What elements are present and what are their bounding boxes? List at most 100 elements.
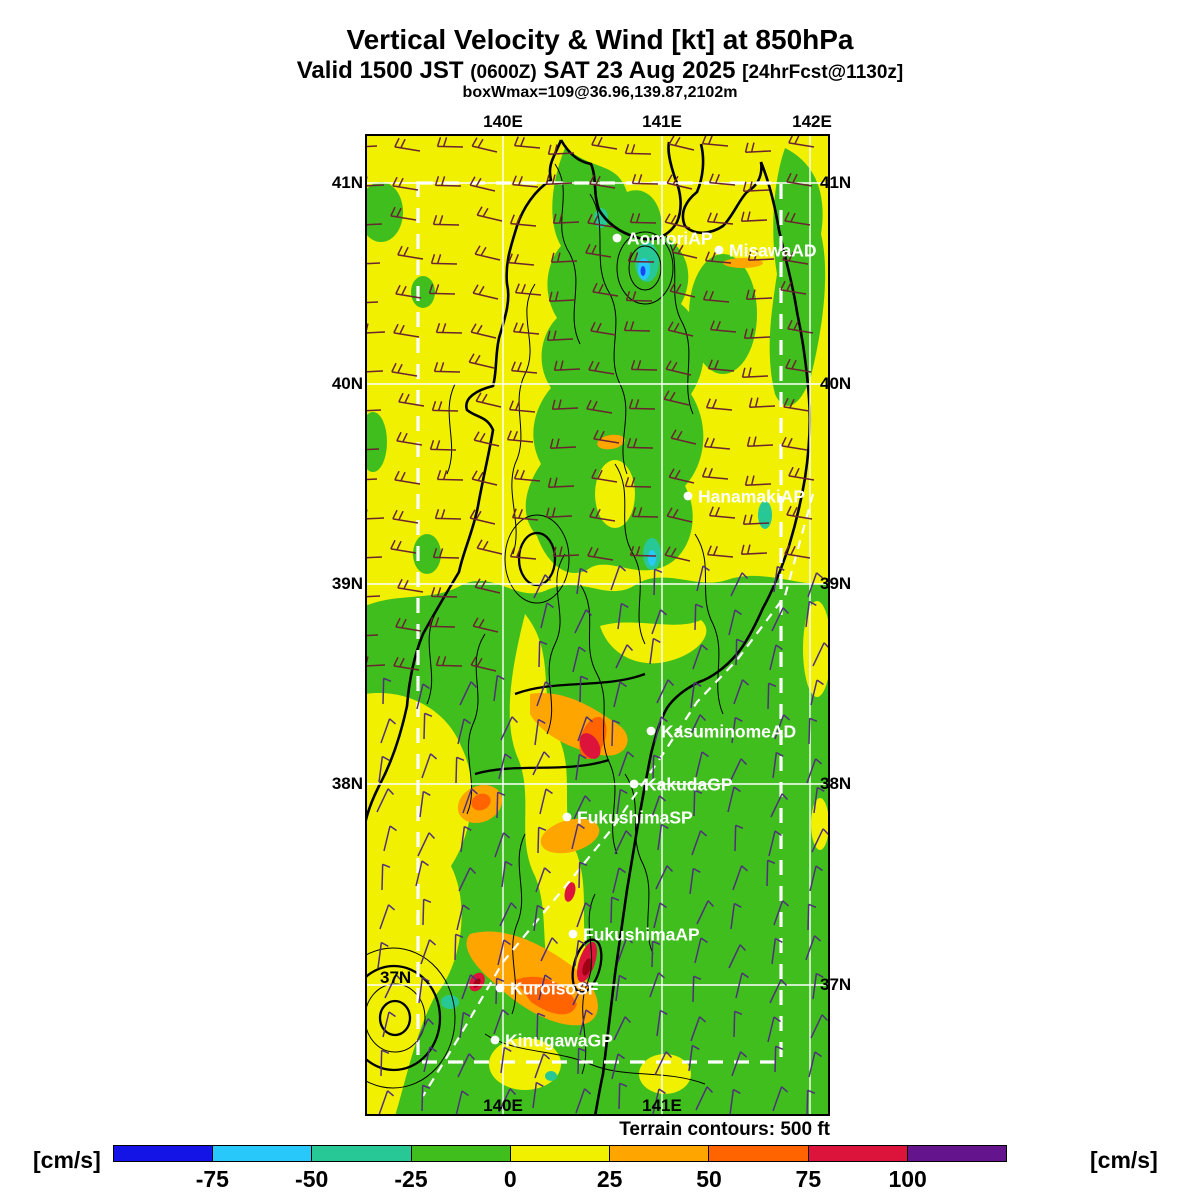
station-dot (495, 983, 505, 993)
wind-barb (618, 751, 635, 777)
wind-barb (576, 567, 588, 595)
lat-label-right: 37N (820, 975, 852, 994)
wind-barb (577, 1047, 587, 1075)
wind-barb (729, 1088, 741, 1116)
wind-barb (666, 174, 693, 190)
wind-barb (786, 172, 813, 187)
wind-barb (806, 1089, 816, 1116)
lon-label-bottom: 141E (642, 1096, 682, 1115)
wind-barb (533, 574, 552, 599)
wind-barb (735, 638, 745, 666)
wind-barb (784, 544, 811, 559)
wind-barb (773, 565, 785, 593)
colorbar-tick-label: -50 (295, 1166, 329, 1192)
wind-barb (533, 904, 545, 932)
wind-barb (461, 974, 478, 1000)
wind-barb (534, 718, 546, 746)
wind-barb (493, 1009, 510, 1035)
wind-barb (696, 565, 710, 592)
lat-label-left: 40N (331, 374, 363, 393)
wind-barb (731, 716, 743, 744)
terrain-contours-note: Terrain contours: 500 ft (619, 1119, 830, 1140)
wind-barb (629, 213, 657, 224)
forecast-note: [24hrFcst@1130z] (742, 62, 904, 83)
wind-barb (707, 359, 735, 372)
wind-barb (423, 1046, 437, 1073)
wind-barb (663, 390, 690, 406)
wind-barb (768, 830, 782, 857)
wind-barb (393, 323, 420, 338)
wind-barb (808, 717, 818, 745)
coastline (365, 139, 812, 1116)
wind-barb (458, 867, 477, 892)
wind-barb (809, 865, 823, 892)
wind-barb (769, 979, 788, 1004)
station-label: FukushimaAP (583, 925, 700, 945)
wind-barb (378, 755, 390, 783)
wind-barb (591, 135, 618, 150)
wind-barb (549, 438, 577, 449)
wind-barb (591, 468, 618, 483)
wind-barb (691, 830, 708, 856)
wind-barb (382, 1011, 396, 1038)
wind-barb (787, 319, 814, 334)
wind-barb (532, 1081, 544, 1109)
lat-label-right: 39N (820, 574, 852, 593)
wind-barb (578, 861, 588, 889)
wind-barb (513, 136, 541, 149)
wind-barb (572, 646, 586, 673)
wind-barb (508, 400, 536, 413)
wind-barb (703, 437, 731, 450)
wind-barb (705, 398, 733, 411)
colorbar-segment (213, 1146, 313, 1161)
wind-barb (588, 360, 615, 375)
colorbar-tick-label: 75 (795, 1166, 822, 1192)
wind-barb (740, 211, 768, 222)
wind-barb (395, 617, 422, 632)
wmax-note: boxWmax=109@36.96,139.87,2102m (462, 84, 738, 101)
wind-barb (693, 789, 703, 817)
wind-barb (509, 547, 537, 560)
wind-barb (708, 173, 736, 186)
wind-barb (510, 361, 538, 374)
wind-barb (780, 280, 807, 295)
wind-barb (709, 320, 737, 333)
wind-barb (772, 1086, 789, 1112)
wind-barb (742, 181, 770, 192)
wind-barb (727, 786, 741, 813)
valid-date: SAT 23 Aug 2025 (536, 57, 743, 84)
wind-barb (653, 568, 663, 596)
wind-barb (547, 477, 575, 488)
wind-barb (423, 712, 433, 740)
station-label: KakudaGP (644, 775, 733, 795)
wind-barb (365, 215, 383, 226)
wind-barb (397, 245, 424, 260)
wind-barb (435, 656, 463, 667)
wind-barb (690, 681, 702, 709)
wind-barb (747, 250, 775, 261)
wind-barb (615, 974, 627, 1002)
station-dot (490, 1035, 500, 1045)
wind-barb (436, 470, 464, 481)
wind-barb (689, 867, 701, 895)
wind-barb (494, 832, 511, 858)
station-label: AomoriAP (627, 229, 713, 249)
wind-barb (743, 328, 771, 339)
station-dot (683, 491, 693, 501)
wind-barb (767, 682, 777, 710)
wind-barb (396, 431, 423, 446)
wind-barb (415, 860, 429, 887)
wind-barb (391, 362, 418, 377)
wind-barb (593, 429, 620, 444)
wind-barb (688, 714, 707, 739)
wind-barb (380, 1049, 390, 1077)
wind-barb (365, 587, 381, 598)
wind-barb (512, 322, 540, 335)
wind-barb (511, 508, 539, 521)
wind-barb (786, 505, 813, 520)
wind-barb (624, 144, 652, 155)
wind-barb (628, 399, 656, 410)
wind-barb (431, 401, 459, 412)
wind-barb (806, 758, 823, 784)
map-border (365, 134, 830, 1116)
